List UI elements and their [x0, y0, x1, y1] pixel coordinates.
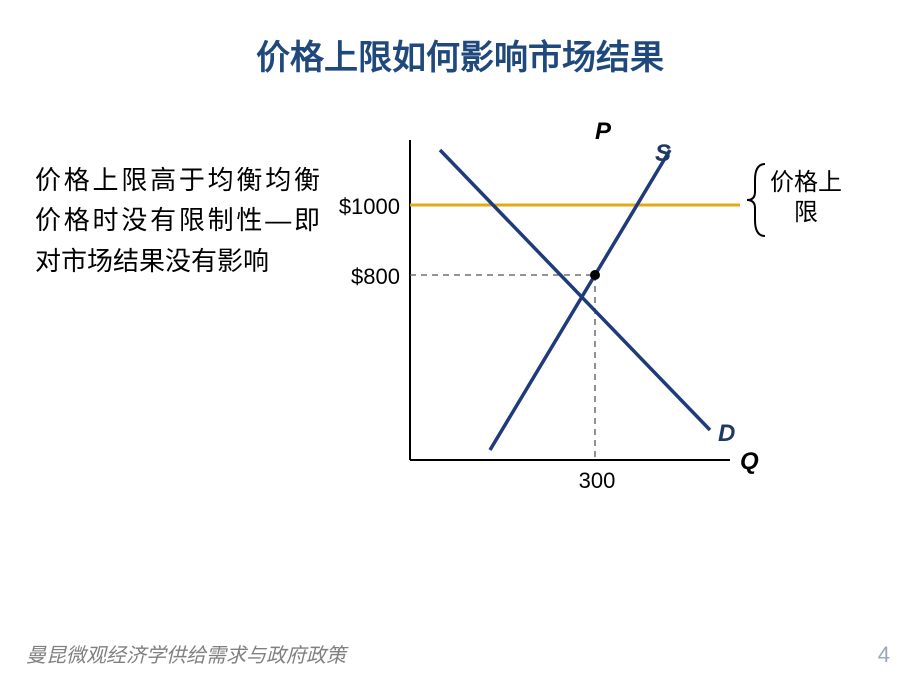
y-tick-1000: $1000	[334, 194, 400, 220]
chart-svg	[400, 130, 740, 490]
page-number: 4	[878, 642, 890, 668]
demand-curve	[440, 150, 710, 430]
ceiling-annotation-line1: 价格上	[770, 169, 842, 196]
demand-label: D	[718, 420, 735, 448]
footer-text: 曼昆微观经济学供给需求与政府政策	[26, 639, 346, 668]
slide-title: 价格上限如何影响市场结果	[0, 30, 920, 79]
body-text: 价格上限高于均衡均衡价格时没有限制性—即对市场结果没有影响	[35, 160, 320, 281]
brace-icon	[745, 160, 769, 240]
axis-label-p: P	[595, 118, 611, 146]
x-tick-300: 300	[576, 468, 618, 494]
supply-label: S	[655, 140, 671, 168]
y-tick-800: $800	[346, 264, 400, 290]
ceiling-annotation: 价格上 限	[770, 168, 842, 228]
supply-curve	[490, 150, 670, 450]
axis-label-q: Q	[740, 448, 759, 476]
ceiling-annotation-line2: 限	[794, 199, 818, 226]
equilibrium-point	[590, 270, 600, 280]
supply-demand-chart	[400, 130, 740, 490]
